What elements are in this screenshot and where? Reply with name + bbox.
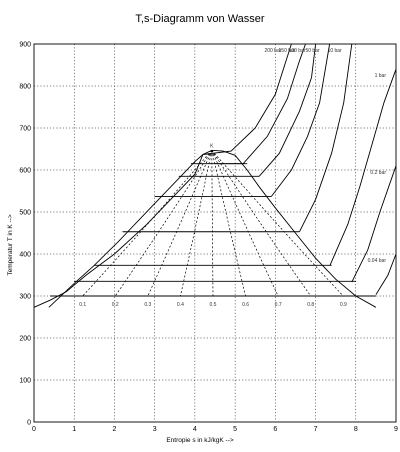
y-tick-label: 500: [19, 210, 31, 217]
quality-label: 0.3: [144, 302, 151, 308]
isobar-label: 1 bar: [375, 73, 387, 79]
isobar: [258, 43, 317, 177]
quality-line: [147, 150, 213, 297]
y-tick-label: 400: [19, 252, 31, 259]
isobar: [202, 43, 292, 155]
y-tick-label: 700: [19, 126, 31, 133]
isobar-label: 150 bar: [279, 48, 296, 54]
axis-labels: Entropie s in kJ/kgK --> Temperatur T in…: [7, 214, 234, 444]
quality-line: [211, 150, 279, 297]
isobar: [270, 43, 331, 197]
isobar: [329, 69, 397, 266]
x-tick-label: 1: [72, 426, 76, 433]
quality-line: [211, 150, 214, 297]
quality-label: 0.4: [177, 302, 184, 308]
x-tick-label: 3: [153, 426, 157, 433]
isobar: [375, 253, 397, 295]
x-tick-label: 2: [112, 426, 116, 433]
isobar: [215, 43, 306, 165]
x-tick-label: 8: [354, 426, 358, 433]
liquid-line: [33, 154, 204, 308]
chart-title: T,s-Diagramm von Wasser: [135, 13, 265, 25]
quality-label: 0.1: [79, 302, 86, 308]
y-tick-label: 300: [19, 294, 31, 301]
isobar-label: 10 bar: [328, 48, 343, 54]
y-tick-label: 0: [27, 420, 31, 427]
quality-line: [211, 150, 312, 297]
quality-label: 0.9: [340, 302, 347, 308]
ticks: 0 1 2 3 4 5 6 7 8 9 0 100 200 300 400 500 600 700 800 900: [19, 42, 398, 434]
y-tick-label: 900: [19, 42, 31, 49]
y-tick-label: 100: [19, 378, 31, 385]
isobar-label: 100 bar: [289, 48, 306, 54]
quality-line: [211, 150, 344, 297]
isobar-label: 200 bar: [264, 48, 281, 54]
quality-label: 0.6: [242, 302, 249, 308]
y-tick-label: 200: [19, 336, 31, 343]
quality-line: [82, 150, 213, 297]
isobar: [351, 165, 397, 283]
isobar: [299, 43, 353, 232]
quality-label: 0.5: [210, 302, 217, 308]
saturation-dome: [48, 149, 377, 308]
grid: [33, 43, 397, 423]
x-tick-label: 4: [193, 426, 197, 433]
quality-line: [114, 150, 213, 297]
x-axis-label: Entropie s in kJ/kgK -->: [166, 437, 234, 444]
isobar-label: 50 bar: [305, 48, 320, 54]
plot-frame: [33, 43, 397, 423]
quality-label: 0.8: [307, 302, 314, 308]
isobar-label: 0.04 bar: [368, 258, 387, 264]
x-tick-label: 6: [273, 426, 277, 433]
x-tick-label: 5: [233, 426, 237, 433]
y-axis-label: Temperatur T in K -->: [7, 214, 14, 276]
x-tick-label: 9: [394, 426, 398, 433]
x-tick-label: 7: [314, 426, 318, 433]
y-tick-label: 800: [19, 84, 31, 91]
quality-line: [211, 150, 246, 297]
critical-point-label: K: [210, 143, 214, 149]
quality-line: [180, 150, 213, 297]
isobar-label: 0.2 bar: [370, 170, 386, 176]
quality-label: 0.2: [112, 302, 119, 308]
x-tick-label: 0: [32, 426, 36, 433]
y-tick-label: 600: [19, 168, 31, 175]
quality-label: 0.7: [275, 302, 282, 308]
